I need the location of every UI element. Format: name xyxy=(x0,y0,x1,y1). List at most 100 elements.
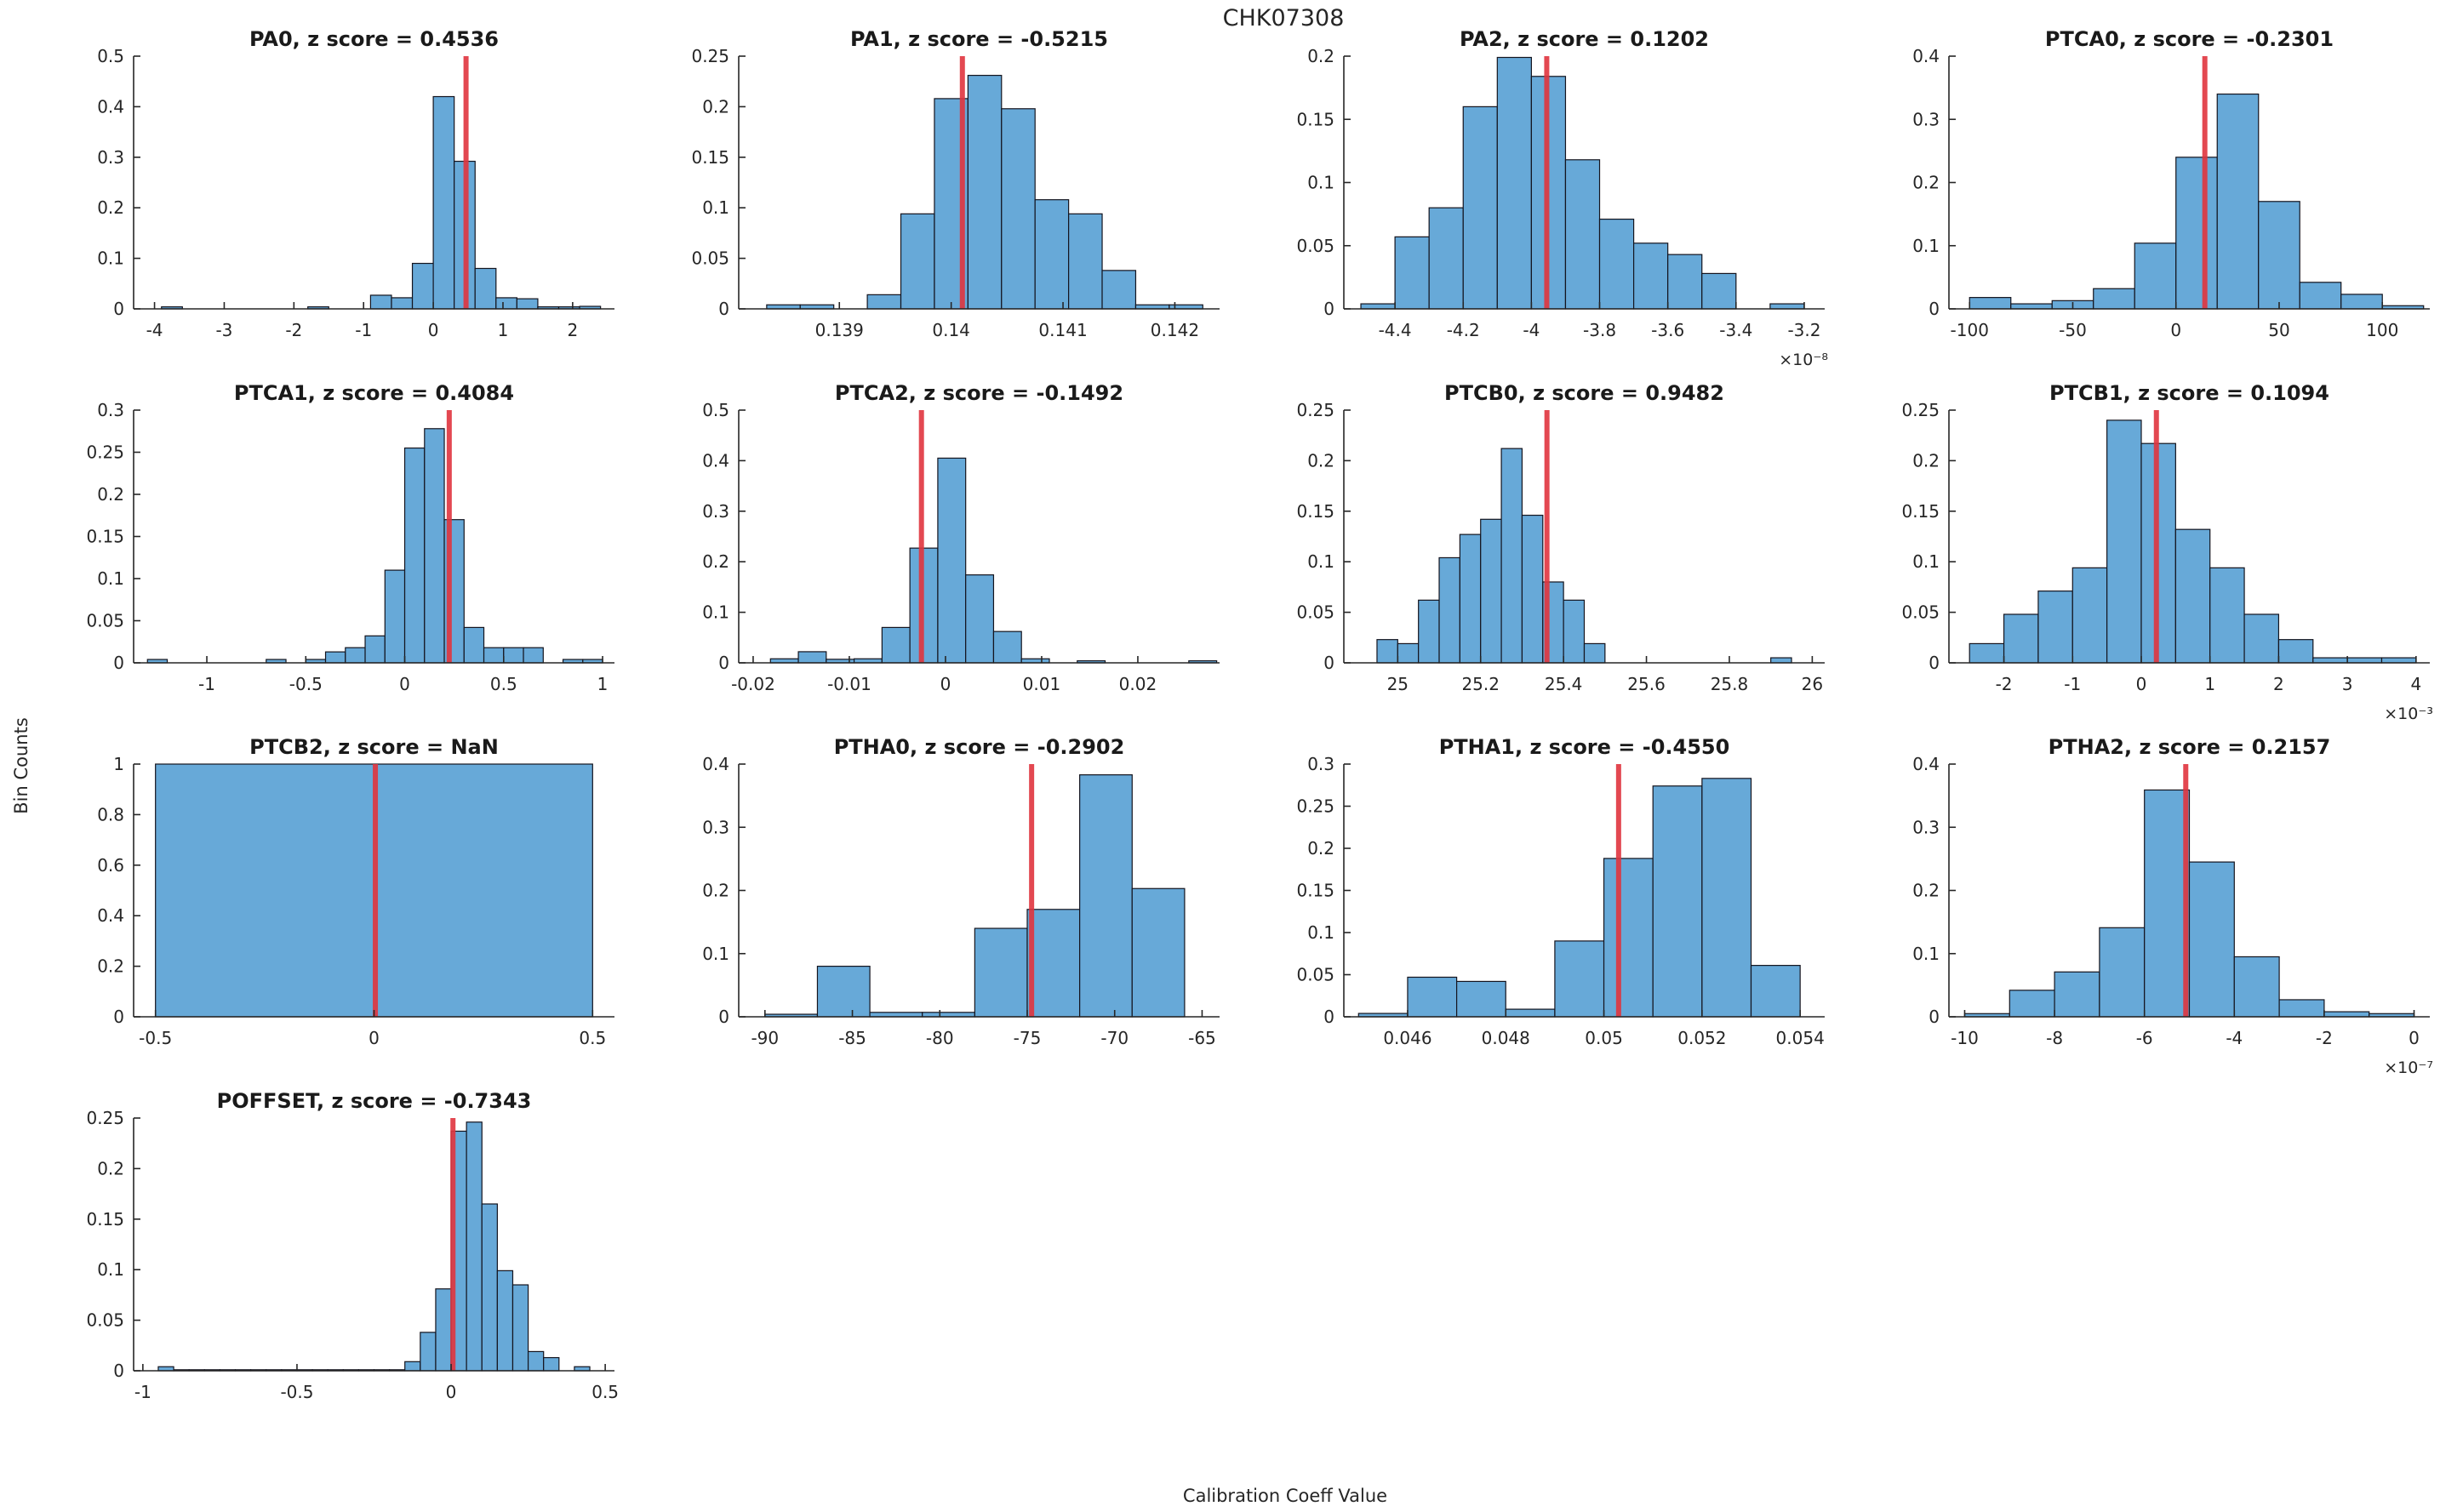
x-tick-label: 2 xyxy=(2273,674,2284,694)
y-tick-label: 0 xyxy=(1323,299,1334,319)
y-tick-label: 0.8 xyxy=(97,804,124,824)
histogram-bar xyxy=(1701,778,1752,1018)
histogram-bar xyxy=(1079,774,1133,1018)
histogram-bar xyxy=(403,447,426,664)
x-tick-label: -1 xyxy=(2064,674,2081,694)
subplot-title: PTCA1, z score = 0.4084 xyxy=(234,381,514,405)
histogram-bar xyxy=(1068,213,1103,310)
x-tick-label: -0.5 xyxy=(280,1382,313,1402)
x-tick-label: 0.141 xyxy=(1038,320,1087,340)
subplot-title: PTHA1, z score = -0.4550 xyxy=(1439,735,1730,759)
histogram-bar xyxy=(1969,297,2012,310)
histogram-bar xyxy=(481,1203,498,1372)
x-tick-label: 1 xyxy=(597,674,609,694)
y-tick-label: 0.2 xyxy=(702,96,729,117)
y-tick-label: 0.1 xyxy=(1912,236,1940,256)
observed-value-marker xyxy=(446,410,452,663)
histogram-bar xyxy=(2054,971,2100,1018)
histogram-bar xyxy=(496,1270,514,1372)
histogram-bar xyxy=(495,297,517,310)
x-tick-label: -75 xyxy=(1014,1028,1042,1048)
x-tick-label: -90 xyxy=(751,1028,779,1048)
y-tick-label: 0.2 xyxy=(97,484,124,505)
histogram-bars xyxy=(1357,778,1801,1018)
histogram-bar xyxy=(2037,591,2073,664)
y-tick-label: 0.25 xyxy=(691,46,729,66)
histogram-bar xyxy=(2340,294,2383,310)
y-tick-label: 0.6 xyxy=(97,855,124,876)
x-tick-label: -0.5 xyxy=(289,674,323,694)
y-tick-label: 0.5 xyxy=(97,46,124,66)
y-tick-label: 0 xyxy=(113,1007,124,1027)
x-tick-label: -4.2 xyxy=(1447,320,1480,340)
x-tick-label: 26 xyxy=(1802,674,1823,694)
x-tick-label: 0.052 xyxy=(1677,1028,1726,1048)
x-tick-label: -70 xyxy=(1100,1028,1129,1048)
histogram-bars xyxy=(769,457,1218,664)
histogram-bar xyxy=(1407,976,1458,1018)
histogram-bar xyxy=(543,1356,560,1372)
x-tick-label: -3 xyxy=(215,320,232,340)
histogram-bar xyxy=(992,630,1022,664)
y-tick-label: 0 xyxy=(718,1007,729,1027)
y-tick-label: 0.25 xyxy=(86,1108,124,1128)
y-tick-label: 0 xyxy=(1929,299,1940,319)
y-tick-label: 0.3 xyxy=(1307,754,1334,774)
histogram-bar xyxy=(1564,159,1601,310)
x-tick-label: 0.139 xyxy=(815,320,864,340)
histogram-bar xyxy=(2233,956,2280,1018)
y-tick-label: 0.3 xyxy=(1912,817,1940,837)
y-tick-label: 0.2 xyxy=(702,881,729,901)
y-tick-label: 0.2 xyxy=(97,197,124,218)
y-tick-label: 0.5 xyxy=(702,400,729,420)
subplot-PTCB2: -0.5 0 0.5 0 0.2 0.4 0.6 0.8 1 PTCB2, z score = N… xyxy=(97,735,614,1048)
x-tick-label: 2 xyxy=(568,320,579,340)
histogram-bar xyxy=(523,647,544,664)
histogram-bars xyxy=(1969,93,2425,310)
histogram-bars xyxy=(146,428,603,664)
y-tick-label: 0.05 xyxy=(1296,602,1334,623)
histogram-bar xyxy=(466,1121,483,1372)
histogram-bar xyxy=(2380,657,2417,664)
y-tick-label: 0.4 xyxy=(97,905,124,926)
subplot-title: PTCB0, z score = 0.9482 xyxy=(1444,381,1724,405)
observed-value-marker xyxy=(373,764,379,1017)
x-tick-label: -4.4 xyxy=(1379,320,1412,340)
x-tick-label: 0 xyxy=(399,674,410,694)
histogram-bar xyxy=(1459,533,1482,664)
histogram-bar xyxy=(1505,1008,1556,1018)
histogram-bar xyxy=(420,1332,437,1372)
x-tick-label: -50 xyxy=(2059,320,2087,340)
y-tick-label: 0.05 xyxy=(86,1310,124,1331)
y-tick-label: 0.1 xyxy=(97,568,124,589)
histogram-bar xyxy=(1769,303,1805,310)
y-tick-label: 0.15 xyxy=(86,1209,124,1230)
histogram-bar xyxy=(1428,207,1464,310)
histogram-bar xyxy=(866,294,902,310)
subplot-PA0: -4 -3 -2 -1 0 1 2 0 0.1 0.2 0.3 0.4 0.5 PA0, z score … xyxy=(97,27,614,340)
y-tick-label: 0.05 xyxy=(1901,602,1940,623)
observed-value-marker xyxy=(959,56,965,309)
x-tick-label: 3 xyxy=(2342,674,2353,694)
histogram-bar xyxy=(411,262,434,310)
x-tick-label: -2 xyxy=(1996,674,2013,694)
subplot-PTHA2: -10 -8 -6 -4 -2 0 0 0.1 0.2 0.3 0.4 ×10⁻⁷ PTHA2, z s… xyxy=(1912,735,2433,1077)
x-tick-label: -8 xyxy=(2046,1028,2063,1048)
histogram-bar xyxy=(516,298,539,310)
x-tick-label: 25.8 xyxy=(1711,674,1749,694)
histogram-bar xyxy=(1652,785,1703,1018)
x-tick-label: 0 xyxy=(2170,320,2181,340)
subplot-PA1: 0.139 0.14 0.141 0.142 0 0.05 0.1 0.15 0.2 0.25 PA… xyxy=(691,27,1220,340)
y-tick-label: 0.15 xyxy=(1296,501,1334,522)
x-tick-label: 1 xyxy=(2204,674,2215,694)
y-tick-label: 0.15 xyxy=(1296,881,1334,901)
x-tick-label: 0.5 xyxy=(591,1382,619,1402)
histogram-bar xyxy=(900,213,935,310)
histogram-bar xyxy=(1521,514,1544,664)
y-tick-label: 0.1 xyxy=(97,248,124,269)
subplot-title: PA1, z score = -0.5215 xyxy=(850,27,1108,51)
subplot-title: PTCA2, z score = -0.1492 xyxy=(835,381,1123,405)
histogram-bar xyxy=(483,647,505,664)
observed-value-marker xyxy=(1544,410,1550,663)
x-tick-label: 0.046 xyxy=(1383,1028,1431,1048)
